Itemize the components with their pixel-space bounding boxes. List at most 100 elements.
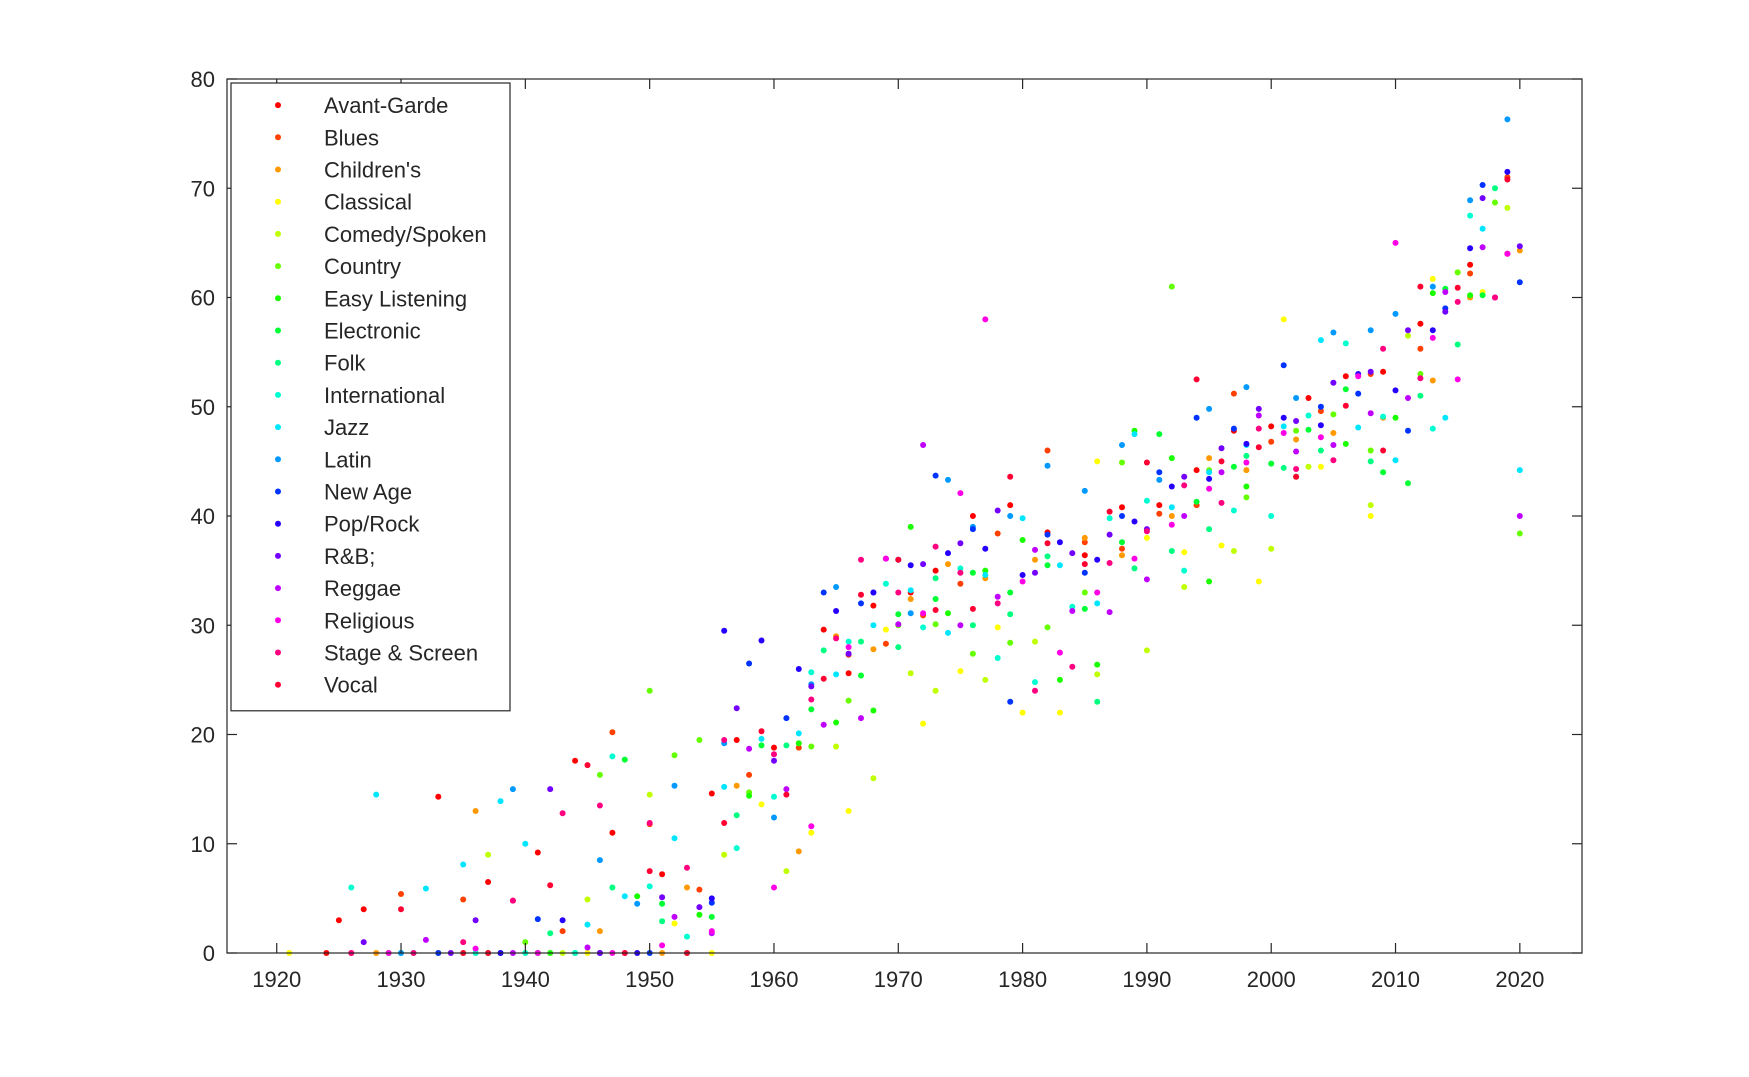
data-point xyxy=(820,647,827,654)
data-point xyxy=(1367,458,1374,465)
legend-item[interactable]: Reggae xyxy=(275,576,401,601)
data-point xyxy=(708,913,715,920)
data-point xyxy=(1355,390,1362,397)
data-point xyxy=(671,782,678,789)
data-point xyxy=(1094,600,1101,607)
legend-item[interactable]: Pop/Rock xyxy=(275,512,420,537)
legend-marker xyxy=(275,327,281,334)
data-point xyxy=(932,596,939,602)
legend-label: Vocal xyxy=(324,673,378,698)
legend-item[interactable]: Latin xyxy=(275,447,372,472)
data-point xyxy=(858,600,864,607)
data-point xyxy=(1007,589,1014,596)
data-point xyxy=(957,565,964,572)
data-point xyxy=(1268,460,1275,467)
data-point xyxy=(1268,513,1275,519)
legend-marker xyxy=(275,456,281,463)
data-point xyxy=(1417,283,1424,290)
legend-item[interactable]: Electronic xyxy=(275,319,421,344)
data-point xyxy=(584,762,591,769)
legend-item[interactable]: Avant-Garde xyxy=(275,93,448,118)
legend-item[interactable]: Classical xyxy=(275,190,412,215)
data-point xyxy=(920,624,927,631)
legend-item[interactable]: New Age xyxy=(275,480,412,505)
data-point xyxy=(559,928,566,935)
data-point xyxy=(1380,368,1387,375)
data-point xyxy=(1392,414,1399,421)
y-tick-label: 70 xyxy=(191,176,215,201)
data-point xyxy=(435,793,442,800)
legend-item[interactable]: Religious xyxy=(275,608,415,633)
data-point xyxy=(1504,204,1511,211)
data-point xyxy=(1056,676,1063,683)
data-point xyxy=(1081,487,1088,494)
data-point xyxy=(1429,425,1436,432)
data-point xyxy=(1230,425,1237,432)
data-point xyxy=(1243,494,1250,501)
data-point xyxy=(1429,327,1436,334)
data-point xyxy=(1206,526,1213,533)
data-point xyxy=(1479,225,1486,232)
data-point xyxy=(1280,316,1287,323)
legend-item[interactable]: International xyxy=(275,383,445,408)
legend-item[interactable]: Easy Listening xyxy=(275,286,467,311)
data-point xyxy=(1168,548,1175,554)
legend-marker xyxy=(275,263,281,270)
data-point xyxy=(646,791,653,798)
data-point xyxy=(1342,386,1349,393)
legend-item[interactable]: Comedy/Spoken xyxy=(275,222,487,247)
data-point xyxy=(1367,513,1374,519)
data-point xyxy=(1405,395,1411,401)
data-point xyxy=(1056,539,1063,546)
legend-marker xyxy=(275,134,281,141)
data-point xyxy=(1032,638,1038,645)
legend-item[interactable]: Folk xyxy=(275,351,367,376)
data-point xyxy=(1516,513,1523,519)
legend[interactable]: Avant-Garde Blues Children's Classical Comed… xyxy=(230,82,511,712)
legend-marker xyxy=(275,552,281,559)
data-point xyxy=(1181,482,1188,489)
data-point xyxy=(1380,413,1387,420)
legend-item[interactable]: Children's xyxy=(275,158,421,183)
x-tick-label: 2000 xyxy=(1247,967,1296,992)
data-point xyxy=(1293,427,1300,434)
data-point xyxy=(596,857,603,864)
data-point xyxy=(920,610,927,617)
data-point xyxy=(758,735,765,742)
data-point xyxy=(659,918,666,925)
data-point xyxy=(1355,373,1362,380)
data-point xyxy=(1467,292,1474,299)
data-point xyxy=(1429,283,1436,290)
x-tick-label: 1990 xyxy=(1122,967,1171,992)
legend-item[interactable]: Blues xyxy=(275,125,379,150)
data-point xyxy=(584,944,591,951)
x-tick-label: 1980 xyxy=(998,967,1047,992)
data-point xyxy=(1467,212,1474,219)
legend-item[interactable]: Jazz xyxy=(275,415,369,440)
legend-item[interactable]: Country xyxy=(275,254,401,279)
legend-item[interactable]: Vocal xyxy=(275,673,378,698)
data-point xyxy=(559,917,566,924)
data-point xyxy=(969,513,976,519)
legend-item[interactable]: Stage & Screen xyxy=(275,641,478,666)
series-4 xyxy=(410,204,1511,956)
series-10 xyxy=(373,225,1523,928)
data-point xyxy=(733,705,740,712)
legend-item[interactable]: R&B; xyxy=(275,544,375,569)
data-point xyxy=(1168,513,1175,519)
data-point xyxy=(733,737,740,743)
data-point xyxy=(932,543,939,550)
data-point xyxy=(920,561,927,568)
legend-marker xyxy=(275,424,281,431)
data-point xyxy=(969,526,976,533)
data-point xyxy=(1454,341,1461,348)
data-point xyxy=(1106,560,1113,566)
data-point xyxy=(1367,410,1374,417)
data-point xyxy=(1255,444,1262,451)
data-point xyxy=(1156,469,1163,476)
data-point xyxy=(1007,639,1014,646)
data-point xyxy=(746,745,753,752)
data-point xyxy=(746,660,753,667)
legend-label: R&B; xyxy=(324,544,375,569)
data-point xyxy=(360,939,367,946)
